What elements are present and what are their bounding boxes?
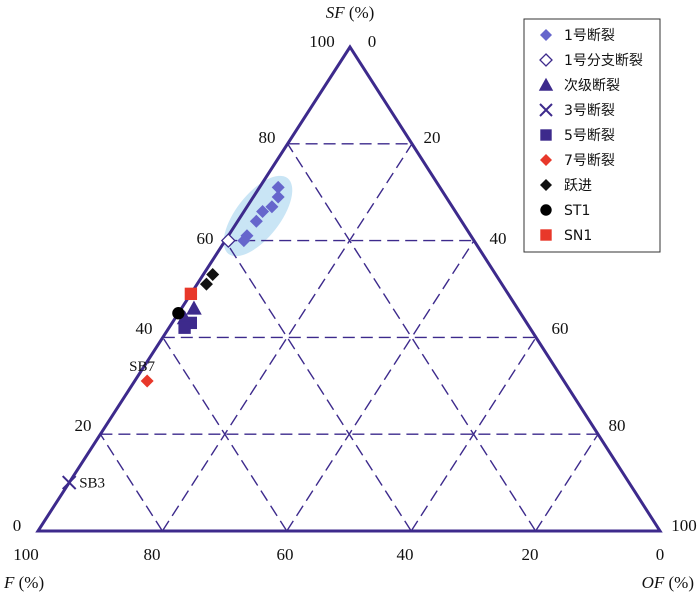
grid-line-f-40 bbox=[224, 240, 412, 532]
annotations: SB7 SB3 bbox=[79, 359, 155, 492]
data-point-s1-0 bbox=[220, 233, 236, 249]
data-points bbox=[61, 180, 285, 490]
data-point-s0-0 bbox=[271, 180, 285, 194]
cluster-highlight-ellipse bbox=[223, 175, 293, 257]
data-point-s0-2 bbox=[265, 200, 279, 214]
legend-label-4: 5号断裂 bbox=[564, 128, 615, 144]
tick-bottom-40: 40 bbox=[397, 545, 414, 564]
legend-marker-6 bbox=[540, 179, 552, 191]
legend-marker-8 bbox=[540, 229, 552, 241]
legend-marker-2 bbox=[538, 77, 554, 91]
grid-line-f-80 bbox=[99, 433, 163, 532]
data-point-s8-0 bbox=[184, 287, 198, 301]
legend-marker-1 bbox=[539, 53, 553, 67]
legend-label-2: 次级断裂 bbox=[564, 78, 620, 94]
tick-bottom-20: 20 bbox=[522, 545, 539, 564]
data-point-s5-0 bbox=[140, 374, 154, 388]
tick-left-20: 20 bbox=[75, 416, 92, 435]
tick-right-80: 80 bbox=[609, 416, 626, 435]
right-axis-title: OF (%) bbox=[642, 573, 694, 592]
tick-left-80: 80 bbox=[259, 128, 276, 147]
legend-marker-3 bbox=[539, 103, 553, 117]
tick-left-0: 0 bbox=[13, 516, 22, 535]
legend-marker-5 bbox=[540, 154, 552, 166]
data-point-s0-6 bbox=[237, 234, 251, 248]
tick-bottom-0: 0 bbox=[656, 545, 665, 564]
legend-label-8: SN1 bbox=[564, 228, 592, 244]
legend-label-1: 1号分支断裂 bbox=[564, 53, 643, 69]
tick-right-100: 100 bbox=[671, 516, 697, 535]
legend-marker-4 bbox=[540, 129, 552, 141]
axis-titles: SF (%) F (%) OF (%) bbox=[3, 3, 694, 592]
legend-label-0: 1号断裂 bbox=[564, 28, 615, 44]
tick-labels: 100 80 60 40 20 0 0 20 40 60 80 100 100 80 60 40 20 0 bbox=[13, 32, 697, 564]
data-point-s0-3 bbox=[256, 205, 270, 219]
tick-right-0: 0 bbox=[368, 32, 377, 51]
data-point-s7-0 bbox=[172, 307, 185, 320]
data-point-s4-1 bbox=[178, 321, 191, 334]
grid-line-of-20 bbox=[161, 143, 413, 532]
tick-bottom-80: 80 bbox=[144, 545, 161, 564]
data-point-s6-0 bbox=[206, 267, 220, 281]
tick-left-100: 100 bbox=[309, 32, 335, 51]
top-axis-title: SF (%) bbox=[326, 3, 375, 22]
tick-left-60: 60 bbox=[197, 229, 214, 248]
data-point-s2-0 bbox=[186, 300, 202, 315]
legend-label-7: ST1 bbox=[564, 203, 590, 219]
grid-line-f-60 bbox=[162, 337, 288, 532]
left-axis-title: F (%) bbox=[3, 573, 44, 592]
legend-label-3: 3号断裂 bbox=[564, 103, 615, 119]
tick-bottom-100: 100 bbox=[13, 545, 39, 564]
annotation-sb7: SB7 bbox=[129, 359, 155, 375]
grid-line-of-80 bbox=[535, 433, 599, 532]
grid-line-f-20 bbox=[287, 143, 537, 532]
tick-bottom-60: 60 bbox=[277, 545, 294, 564]
grid-line-of-60 bbox=[410, 337, 537, 532]
tick-right-60: 60 bbox=[552, 319, 569, 338]
annotation-sb3: SB3 bbox=[79, 476, 105, 492]
highlight-ellipse-layer bbox=[223, 175, 293, 257]
data-point-s3-0 bbox=[61, 475, 77, 490]
tick-right-20: 20 bbox=[424, 128, 441, 147]
legend-marker-0 bbox=[540, 29, 552, 41]
data-point-s0-4 bbox=[249, 214, 263, 228]
data-point-s0-1 bbox=[271, 190, 285, 204]
tick-right-40: 40 bbox=[490, 229, 507, 248]
legend-label-5: 7号断裂 bbox=[564, 153, 615, 169]
legend-marker-7 bbox=[540, 204, 552, 216]
tick-left-40: 40 bbox=[136, 319, 153, 338]
legend-label-6: 跃进 bbox=[564, 178, 592, 194]
grid-layer bbox=[99, 143, 599, 532]
data-point-s6-1 bbox=[199, 277, 213, 291]
grid-line-of-40 bbox=[286, 240, 475, 532]
